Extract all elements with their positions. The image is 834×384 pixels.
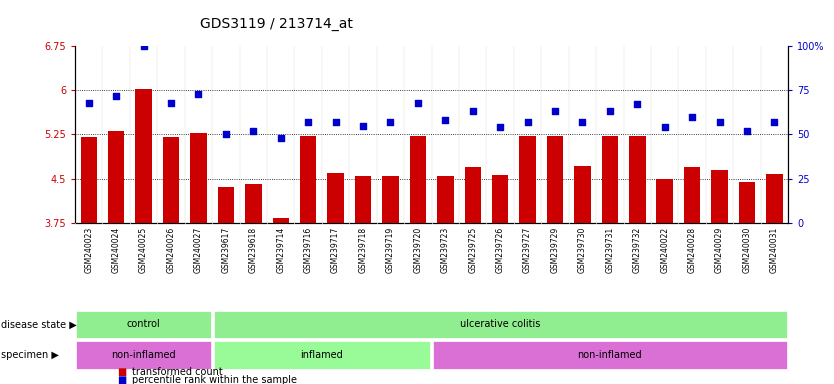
Point — [494, 124, 507, 131]
FancyBboxPatch shape — [214, 311, 786, 338]
Bar — [574, 166, 590, 223]
Point — [521, 119, 535, 125]
Point — [137, 43, 150, 49]
Bar — [218, 187, 234, 223]
Bar — [766, 174, 782, 223]
Text: GSM240022: GSM240022 — [661, 227, 669, 273]
Bar — [520, 136, 535, 223]
Text: GSM240027: GSM240027 — [194, 227, 203, 273]
Text: disease state ▶: disease state ▶ — [1, 319, 77, 329]
Bar — [711, 170, 728, 223]
Bar — [684, 167, 701, 223]
Bar — [273, 218, 289, 223]
Point — [411, 99, 425, 106]
Text: GSM239731: GSM239731 — [605, 227, 615, 273]
Text: GSM240031: GSM240031 — [770, 227, 779, 273]
Point — [164, 99, 178, 106]
Point — [603, 108, 616, 114]
Text: percentile rank within the sample: percentile rank within the sample — [132, 375, 297, 384]
FancyBboxPatch shape — [77, 341, 211, 369]
Text: GSM240024: GSM240024 — [112, 227, 121, 273]
Point — [548, 108, 561, 114]
Text: GSM240029: GSM240029 — [715, 227, 724, 273]
Text: GSM239618: GSM239618 — [249, 227, 258, 273]
Text: GSM239617: GSM239617 — [221, 227, 230, 273]
Bar — [108, 131, 124, 223]
Text: GSM239714: GSM239714 — [276, 227, 285, 273]
Bar — [135, 89, 152, 223]
Text: GSM239720: GSM239720 — [414, 227, 422, 273]
Text: GSM239726: GSM239726 — [495, 227, 505, 273]
Text: ■: ■ — [117, 375, 126, 384]
Point — [466, 108, 480, 114]
Text: GSM239718: GSM239718 — [359, 227, 368, 273]
Text: non-inflamed: non-inflamed — [111, 350, 176, 360]
Point — [192, 91, 205, 97]
Text: GSM239716: GSM239716 — [304, 227, 313, 273]
FancyBboxPatch shape — [77, 311, 211, 338]
Point — [741, 128, 754, 134]
Point — [713, 119, 726, 125]
Point — [768, 119, 781, 125]
Text: transformed count: transformed count — [132, 367, 223, 377]
Text: GSM240025: GSM240025 — [139, 227, 148, 273]
Bar — [739, 182, 756, 223]
Bar — [81, 137, 97, 223]
Text: GDS3119 / 213714_at: GDS3119 / 213714_at — [200, 17, 353, 31]
Bar — [163, 137, 179, 223]
Bar — [465, 167, 481, 223]
Point — [631, 101, 644, 108]
Point — [274, 135, 288, 141]
Text: GSM239730: GSM239730 — [578, 227, 587, 273]
FancyBboxPatch shape — [433, 341, 786, 369]
Text: GSM239725: GSM239725 — [468, 227, 477, 273]
Point — [82, 99, 95, 106]
Text: GSM239729: GSM239729 — [550, 227, 560, 273]
Text: non-inflamed: non-inflamed — [578, 350, 642, 360]
Text: ■: ■ — [117, 367, 126, 377]
Point — [356, 122, 369, 129]
Point — [439, 117, 452, 123]
Bar — [354, 175, 371, 223]
Bar — [629, 136, 646, 223]
Bar — [492, 175, 509, 223]
Point — [302, 119, 315, 125]
Bar — [328, 173, 344, 223]
Bar — [547, 136, 563, 223]
Text: GSM240023: GSM240023 — [84, 227, 93, 273]
Point — [575, 119, 589, 125]
Bar — [601, 136, 618, 223]
Text: GSM240030: GSM240030 — [742, 227, 751, 273]
Text: specimen ▶: specimen ▶ — [1, 350, 58, 360]
Bar — [382, 175, 399, 223]
Point — [384, 119, 397, 125]
FancyBboxPatch shape — [214, 341, 430, 369]
Point — [109, 93, 123, 99]
Text: ulcerative colitis: ulcerative colitis — [460, 319, 540, 329]
Bar — [300, 136, 316, 223]
Bar — [656, 179, 673, 223]
Point — [247, 128, 260, 134]
Text: control: control — [127, 319, 160, 329]
Text: inflamed: inflamed — [300, 350, 344, 360]
Text: GSM239723: GSM239723 — [441, 227, 450, 273]
Text: GSM239727: GSM239727 — [523, 227, 532, 273]
Text: GSM239719: GSM239719 — [386, 227, 395, 273]
Bar — [190, 133, 207, 223]
Bar — [437, 175, 454, 223]
Bar — [245, 184, 262, 223]
Point — [658, 124, 671, 131]
Bar — [409, 136, 426, 223]
Text: GSM240026: GSM240026 — [167, 227, 175, 273]
Text: GSM239717: GSM239717 — [331, 227, 340, 273]
Text: GSM240028: GSM240028 — [688, 227, 696, 273]
Point — [686, 114, 699, 120]
Point — [219, 131, 233, 137]
Point — [329, 119, 342, 125]
Text: GSM239732: GSM239732 — [633, 227, 642, 273]
